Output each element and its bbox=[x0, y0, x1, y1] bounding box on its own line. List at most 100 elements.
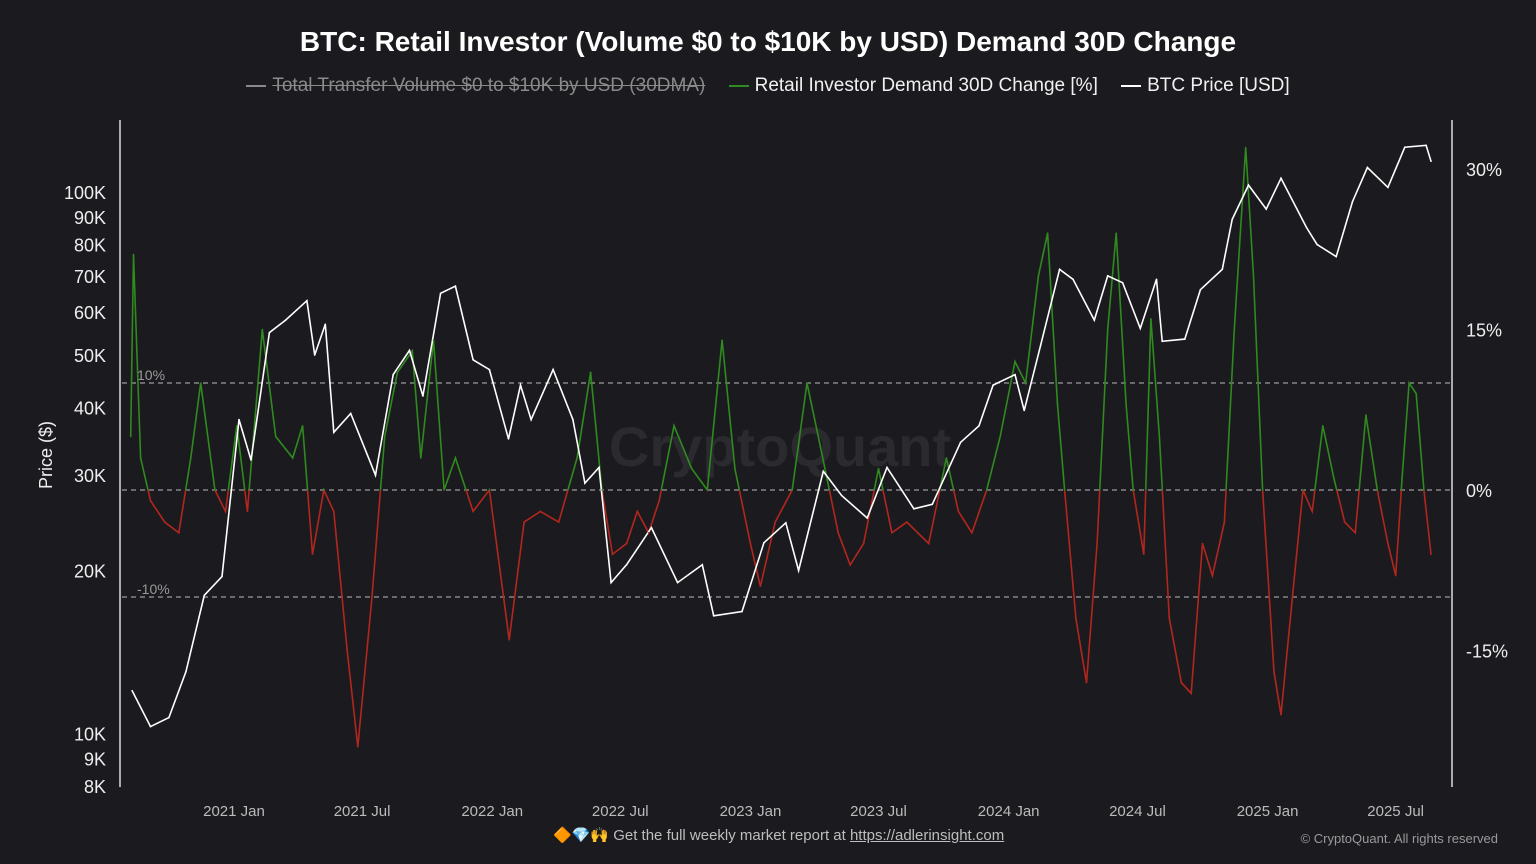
btc-price-point bbox=[284, 319, 287, 321]
demand-point bbox=[690, 467, 693, 470]
demand-point bbox=[332, 510, 335, 513]
demand-point bbox=[214, 489, 216, 491]
demand-point bbox=[419, 457, 422, 459]
btc-price-point bbox=[1425, 144, 1427, 147]
btc-price-point bbox=[822, 470, 825, 473]
btc-price-point bbox=[1305, 226, 1308, 229]
btc-price-point bbox=[1430, 160, 1432, 163]
demand-point bbox=[1430, 553, 1432, 555]
btc-price-point bbox=[472, 358, 474, 361]
btc-price-point bbox=[913, 508, 915, 510]
demand-point bbox=[927, 542, 930, 545]
x-tick-label: 2023 Jul bbox=[850, 803, 907, 820]
demand-point bbox=[837, 532, 839, 534]
btc-price-point bbox=[1014, 373, 1016, 376]
demand-point bbox=[749, 542, 752, 545]
demand-point bbox=[261, 328, 264, 331]
demand-point bbox=[199, 382, 202, 384]
x-tick-label: 2022 Jul bbox=[592, 803, 649, 820]
demand-point bbox=[1302, 489, 1304, 491]
demand-point bbox=[1085, 681, 1088, 684]
demand-point bbox=[190, 457, 192, 459]
demand-point bbox=[1423, 489, 1425, 491]
legend-item-btc-price[interactable]: BTC Price [USD] bbox=[1121, 75, 1290, 97]
demand-point bbox=[178, 532, 180, 534]
btc-price-point bbox=[866, 517, 868, 519]
right-tick-label: 15% bbox=[1466, 321, 1502, 341]
demand-point bbox=[1158, 435, 1161, 438]
right-tick-label: -15% bbox=[1466, 642, 1508, 662]
btc-price-point bbox=[1023, 409, 1026, 412]
btc-price-point bbox=[268, 331, 271, 334]
demand-point bbox=[1252, 275, 1255, 277]
demand-point bbox=[1190, 692, 1192, 695]
left-tick-label: 90K bbox=[74, 208, 106, 228]
btc-price-point bbox=[741, 610, 743, 613]
legend-label: BTC Price [USD] bbox=[1147, 75, 1290, 96]
demand-point bbox=[721, 339, 723, 342]
btc-price-point bbox=[488, 368, 491, 371]
btc-price-point bbox=[1199, 288, 1202, 291]
demand-point bbox=[301, 425, 304, 427]
demand-point bbox=[1261, 489, 1264, 491]
demand-point bbox=[1046, 232, 1049, 234]
demand-point bbox=[636, 510, 639, 513]
btc-price-point bbox=[1072, 278, 1074, 281]
demand-point bbox=[1014, 360, 1016, 363]
legend: Total Transfer Volume $0 to $10K by USD … bbox=[0, 75, 1536, 97]
x-tick-label: 2021 Jul bbox=[334, 803, 391, 820]
demand-point bbox=[1401, 478, 1403, 481]
btc-price-point bbox=[1161, 340, 1163, 343]
demand-point bbox=[1125, 403, 1127, 406]
demand-point bbox=[539, 510, 542, 513]
demand-point bbox=[706, 489, 709, 491]
left-tick-label: 30K bbox=[74, 466, 106, 486]
demand-point bbox=[1387, 542, 1389, 545]
btc-price-point bbox=[454, 285, 457, 288]
demand-point bbox=[589, 371, 592, 374]
demand-point bbox=[1394, 574, 1397, 577]
demand-point bbox=[1075, 617, 1077, 620]
footer-emoji: 🔶💎🙌 bbox=[553, 827, 610, 844]
demand-point bbox=[149, 499, 152, 502]
demand-point bbox=[759, 585, 762, 588]
btc-price-point bbox=[1139, 327, 1142, 330]
demand-point bbox=[454, 457, 457, 459]
btc-price-point bbox=[221, 575, 223, 578]
legend-item-total-transfer-volume[interactable]: Total Transfer Volume $0 to $10K by USD … bbox=[246, 75, 705, 97]
demand-point bbox=[311, 553, 314, 555]
legend-item-demand-change[interactable]: Retail Investor Demand 30D Change [%] bbox=[728, 75, 1098, 97]
footer-link[interactable]: https://adlerinsight.com bbox=[849, 827, 1005, 844]
demand-point bbox=[1211, 574, 1214, 577]
btc-price-point bbox=[1155, 278, 1158, 281]
demand-point bbox=[236, 425, 238, 427]
demand-point bbox=[224, 510, 227, 513]
btc-price-point bbox=[610, 581, 612, 584]
btc-price-point bbox=[349, 412, 352, 415]
demand-point bbox=[139, 457, 142, 459]
btc-price-point bbox=[1231, 218, 1234, 221]
demand-point bbox=[346, 649, 348, 652]
demand-point bbox=[1096, 542, 1098, 545]
demand-point bbox=[862, 542, 865, 545]
btc-price-point bbox=[332, 431, 335, 434]
chart-title: BTC: Retail Investor (Volume $0 to $10K … bbox=[299, 26, 1237, 57]
demand-point bbox=[1365, 414, 1367, 416]
legend-swatch bbox=[1121, 84, 1142, 87]
btc-price-point bbox=[763, 542, 765, 544]
btc-price-point bbox=[992, 384, 994, 386]
demand-point bbox=[523, 521, 525, 523]
demand-point bbox=[291, 457, 294, 459]
demand-series-negative bbox=[147, 490, 1432, 747]
right-tick-label: 30% bbox=[1466, 160, 1502, 180]
demand-point bbox=[945, 457, 948, 459]
left-tick-label: 10K bbox=[74, 725, 106, 745]
demand-point bbox=[1056, 403, 1059, 406]
reference-line-label: -10% bbox=[137, 581, 170, 597]
left-tick-label: 100K bbox=[64, 183, 106, 203]
demand-point bbox=[1168, 617, 1171, 620]
demand-point bbox=[576, 457, 578, 459]
btc-price-point bbox=[1335, 255, 1338, 258]
btc-price-point bbox=[785, 521, 787, 524]
